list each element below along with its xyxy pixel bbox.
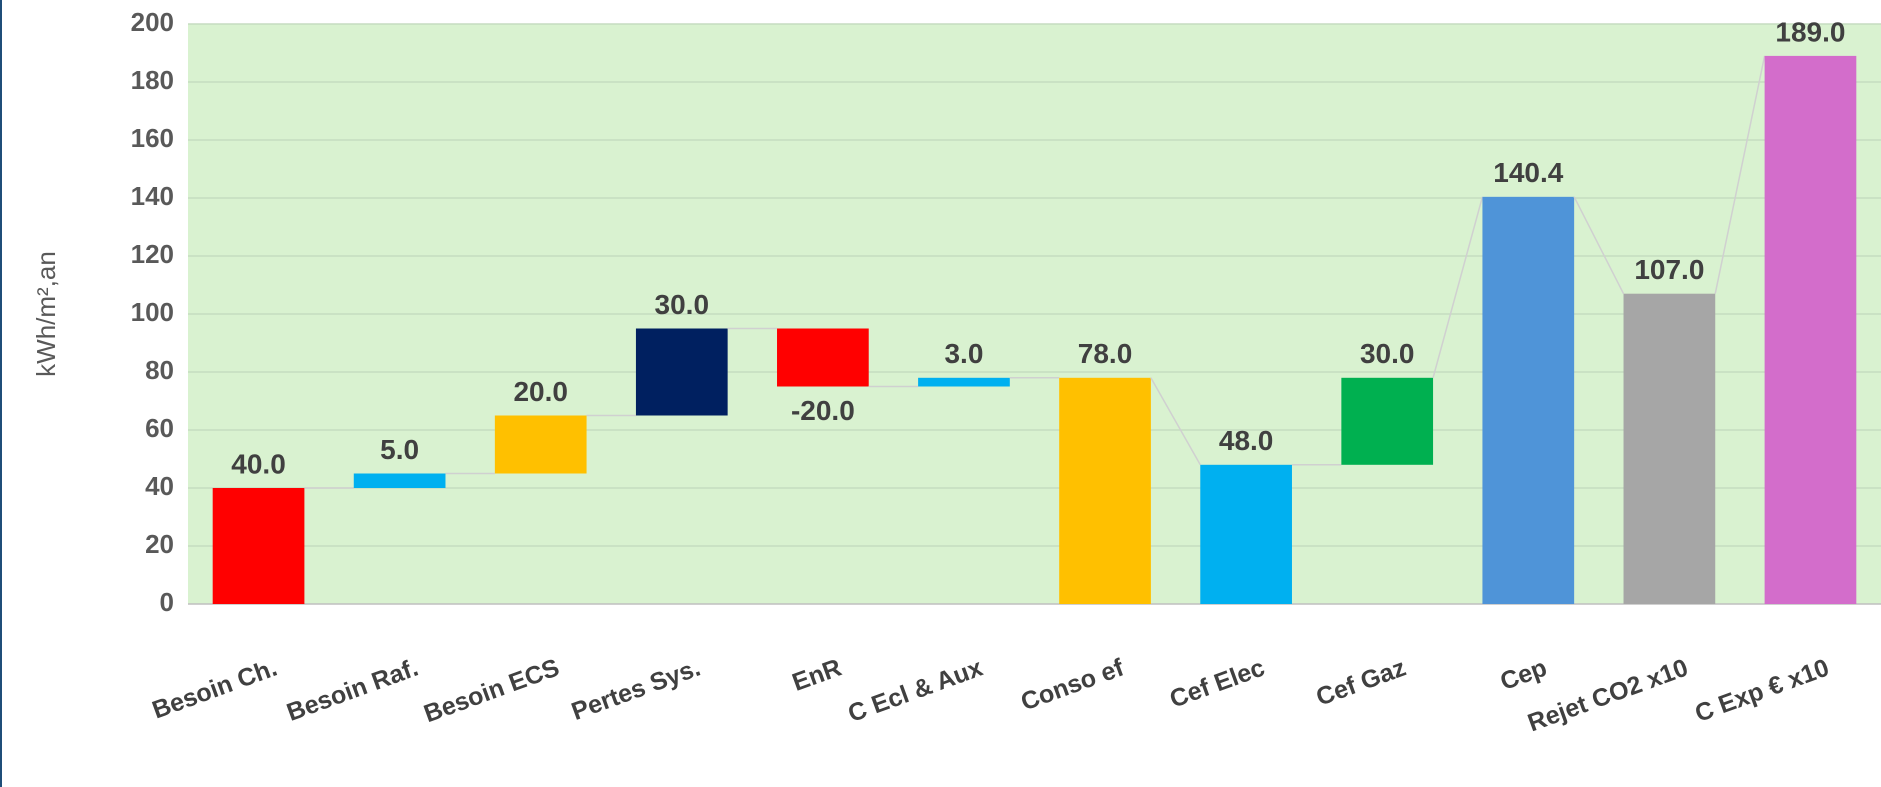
x-tick-label: Besoin ECS (420, 654, 563, 729)
bar (635, 328, 728, 416)
y-tick-label: 60 (145, 413, 174, 443)
y-axis-label: kWh/m²,an (31, 251, 61, 377)
data-label: 107.0 (1634, 254, 1704, 285)
bar (212, 488, 305, 604)
bar (1341, 377, 1434, 465)
x-tick-label: Cef Elec (1166, 654, 1268, 714)
data-label: -20.0 (791, 395, 855, 426)
y-tick-label: 80 (145, 355, 174, 385)
connector (1432, 196, 1484, 378)
data-label: 30.0 (655, 289, 710, 320)
x-tick-label: Rejet CO2 x10 (1524, 654, 1692, 738)
bar (1059, 377, 1151, 604)
x-tick-label: Cef Gaz (1312, 654, 1409, 712)
x-tick-label: Conso ef (1017, 653, 1128, 716)
data-label: 40.0 (231, 448, 286, 479)
data-label: 189.0 (1775, 16, 1845, 47)
x-tick-label: Besoin Ch. (149, 654, 281, 725)
bar (1623, 293, 1716, 604)
frame-edge (0, 0, 2, 787)
data-label: 48.0 (1219, 425, 1274, 456)
x-tick-label: Cep (1497, 654, 1551, 696)
y-tick-label: 20 (145, 529, 174, 559)
x-tick-label: C Ecl & Aux (844, 654, 986, 728)
y-tick-label: 140 (131, 181, 174, 211)
y-tick-label: 0 (160, 587, 174, 617)
y-tick-label: 180 (131, 65, 174, 95)
bar (1482, 196, 1575, 604)
data-label: 78.0 (1078, 338, 1133, 369)
bar (1200, 464, 1292, 604)
y-tick-label: 200 (131, 7, 174, 37)
bar (353, 473, 446, 488)
bar (494, 415, 587, 474)
data-label: 3.0 (944, 338, 983, 369)
data-label: 140.4 (1493, 157, 1563, 188)
bar (918, 377, 1010, 387)
data-label: 30.0 (1360, 338, 1415, 369)
x-tick-label: Besoin Raf. (283, 654, 422, 727)
y-tick-label: 40 (145, 471, 174, 501)
x-tick-label: Pertes Sys. (568, 654, 704, 726)
x-tick-label: EnR (789, 654, 846, 697)
data-label: 20.0 (513, 376, 568, 407)
connector (1714, 55, 1766, 294)
y-tick-label: 100 (131, 297, 174, 327)
connector (1573, 196, 1625, 295)
y-tick-label: 120 (131, 239, 174, 269)
connector (1150, 377, 1201, 466)
bar (777, 328, 869, 387)
y-tick-label: 160 (131, 123, 174, 153)
bar (1764, 55, 1857, 604)
data-label: 5.0 (380, 434, 419, 465)
x-tick-label: C Exp € x10 (1691, 654, 1832, 728)
